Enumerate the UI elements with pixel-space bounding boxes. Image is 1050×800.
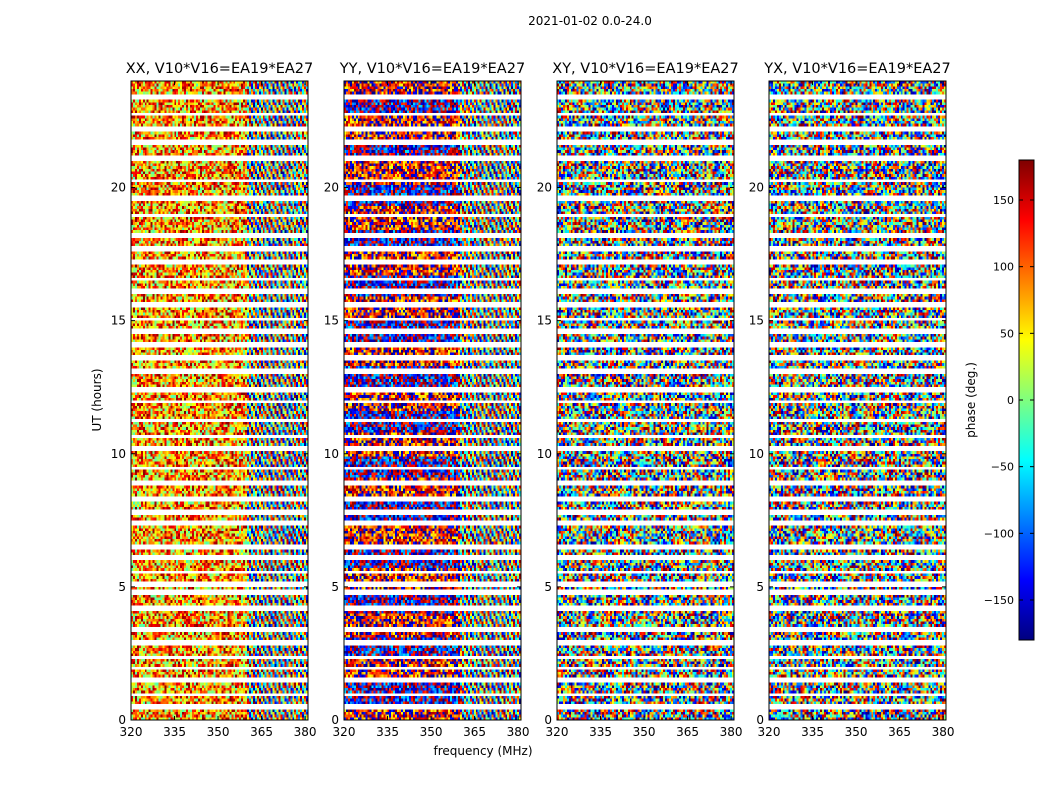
y-tick-label: 20: [537, 181, 552, 195]
x-tick-label: 365: [676, 725, 699, 739]
colorbar-tick-label: 0: [1007, 394, 1014, 407]
x-tick-label: 365: [250, 725, 273, 739]
x-tick-label: 335: [589, 725, 612, 739]
colorbar-tick-label: −100: [984, 527, 1014, 540]
y-tick-label: 10: [111, 447, 126, 461]
y-tick-label: 15: [324, 314, 339, 328]
x-tick-label: 320: [333, 725, 356, 739]
y-tick-label: 15: [111, 314, 126, 328]
y-tick-label: 5: [331, 580, 339, 594]
colorbar: 150 100 50 0 −50 −100 −150 phase (deg.): [964, 159, 1035, 641]
y-tick-label: 5: [544, 580, 552, 594]
colorbar-tick-label: 150: [993, 194, 1014, 207]
panel-title: XY, V10*V16=EA19*EA27: [552, 61, 738, 77]
x-tick-label: 320: [120, 725, 143, 739]
panel-0: XX, V10*V16=EA19*EA27 320 335 350 365 380 0 5 10…: [111, 61, 317, 739]
x-tick-label: 350: [207, 725, 230, 739]
y-tick-label: 15: [749, 314, 764, 328]
y-tick-label: 20: [111, 181, 126, 195]
x-tick-label: 335: [801, 725, 824, 739]
x-tick-label: 380: [720, 725, 743, 739]
x-tick-label: 335: [163, 725, 186, 739]
x-tick-label: 320: [546, 725, 569, 739]
phase-heatmap: [769, 81, 946, 720]
x-tick-label: 365: [888, 725, 911, 739]
axes-frame: [556, 80, 735, 721]
panel-title: YX, V10*V16=EA19*EA27: [763, 61, 950, 77]
panel-title: XX, V10*V16=EA19*EA27: [126, 61, 314, 77]
y-tick-label: 10: [537, 447, 552, 461]
phase-heatmap: [557, 81, 734, 720]
x-tick-label: 335: [376, 725, 399, 739]
x-tick-label: 365: [463, 725, 486, 739]
y-tick-label: 5: [118, 580, 126, 594]
colorbar-tick-label: 50: [1000, 327, 1014, 340]
x-tick-label: 380: [294, 725, 317, 739]
panel-2: XY, V10*V16=EA19*EA27 320 335 350 365 380 0 5 10…: [537, 61, 743, 739]
y-tick-label: 15: [537, 314, 552, 328]
axes-frame: [768, 80, 947, 721]
panel-title: YY, V10*V16=EA19*EA27: [339, 61, 525, 77]
colorbar-label: phase (deg.): [964, 362, 978, 438]
figure-title: 2021-01-02 0.0-24.0: [528, 14, 652, 28]
y-tick-label: 0: [118, 713, 126, 727]
colorbar-tick-label: 100: [993, 261, 1014, 274]
x-tick-label: 380: [932, 725, 955, 739]
x-tick-label: 350: [420, 725, 443, 739]
y-tick-label: 20: [749, 181, 764, 195]
y-tick-label: 0: [331, 713, 339, 727]
axes-frame: [343, 80, 522, 721]
x-tick-label: 350: [633, 725, 656, 739]
colorbar-tick-label: −150: [984, 594, 1014, 607]
panel-1: YY, V10*V16=EA19*EA27 320 335 350 365 380 0 5 10…: [324, 61, 530, 739]
panel-3: YX, V10*V16=EA19*EA27 320 335 350 365 380 0 5 10…: [749, 61, 955, 739]
y-axis-label: UT (hours): [90, 368, 104, 431]
axes-frame: [130, 80, 309, 721]
y-tick-label: 20: [324, 181, 339, 195]
x-tick-label: 320: [758, 725, 781, 739]
y-tick-label: 10: [324, 447, 339, 461]
y-tick-label: 0: [544, 713, 552, 727]
y-tick-label: 0: [756, 713, 764, 727]
colorbar-tick-label: −50: [991, 461, 1014, 474]
y-tick-label: 10: [749, 447, 764, 461]
x-tick-label: 380: [507, 725, 530, 739]
phase-heatmap: [131, 81, 308, 720]
phase-heatmap: [344, 81, 521, 720]
x-axis-label: frequency (MHz): [433, 744, 532, 758]
y-tick-label: 5: [756, 580, 764, 594]
x-tick-label: 350: [845, 725, 868, 739]
